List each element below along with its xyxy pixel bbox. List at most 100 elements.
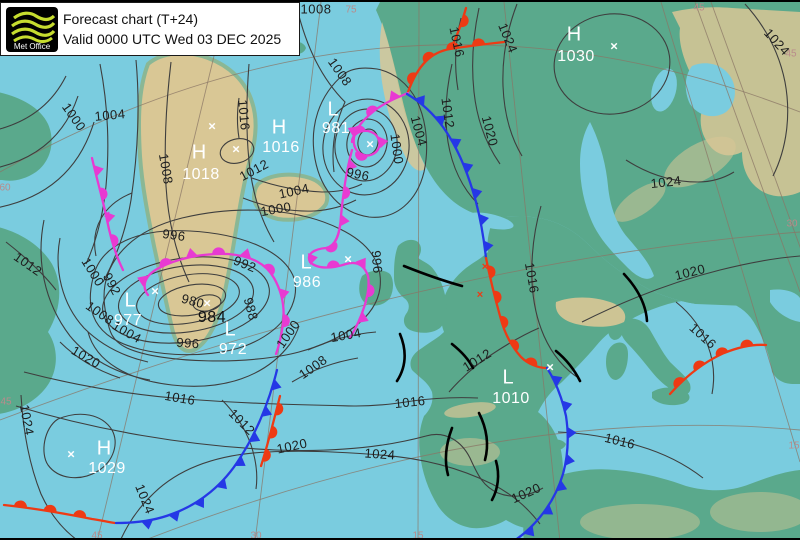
front-symbol-semi bbox=[715, 347, 729, 357]
front-symbol-semi bbox=[325, 242, 338, 253]
terrain-africa-1 bbox=[580, 504, 700, 538]
occluded-front-l977 bbox=[143, 252, 285, 356]
land-sicily bbox=[652, 387, 690, 406]
front-symbol-tri bbox=[450, 138, 462, 149]
front-symbol-tri bbox=[434, 115, 446, 126]
occluded-front-l981-spiral bbox=[350, 91, 410, 157]
terrain-pyrenees bbox=[444, 402, 496, 418]
terrain-sweden bbox=[664, 136, 736, 188]
isobars bbox=[0, 3, 800, 538]
land-canada-north bbox=[0, 92, 52, 181]
front-symbol-semi bbox=[693, 360, 706, 371]
front-symbol-semi bbox=[366, 105, 378, 117]
front-symbol-semi bbox=[110, 234, 119, 248]
front-symbol-semi bbox=[73, 510, 87, 518]
front-symbol-tri bbox=[462, 162, 474, 174]
logo-waves-icon bbox=[11, 11, 56, 43]
land-greenland bbox=[136, 51, 258, 353]
sea-black-sea bbox=[770, 289, 800, 322]
front-symbol-semi bbox=[740, 339, 754, 348]
front-symbol-tri bbox=[271, 379, 282, 391]
occluded-front-greenland bbox=[90, 156, 125, 272]
front-symbol-tri bbox=[279, 288, 290, 300]
front-symbol-semi bbox=[352, 125, 366, 135]
warm-front-biscay-segment bbox=[259, 394, 282, 468]
front-symbol-semi bbox=[275, 402, 284, 416]
front-symbol-semi bbox=[367, 284, 375, 298]
front-symbol-tri bbox=[561, 400, 573, 413]
terrain-baltic-coast bbox=[614, 182, 666, 222]
front-symbol-semi bbox=[355, 151, 368, 161]
title-box: Met Office Forecast chart (T+24) Valid 0… bbox=[0, 2, 300, 56]
front-symbol-semi bbox=[407, 72, 417, 85]
sea-adriatic bbox=[649, 312, 698, 374]
front-symbol-semi bbox=[99, 187, 108, 201]
front-symbol-semi bbox=[422, 51, 435, 63]
front-symbol-tri bbox=[565, 453, 575, 466]
front-symbol-tri bbox=[355, 257, 366, 269]
warm-front-sicily bbox=[668, 343, 768, 396]
front-symbol-semi bbox=[673, 377, 685, 389]
front-symbol-tri bbox=[478, 213, 489, 226]
front-symbol-tri bbox=[567, 426, 577, 439]
land-sardinia bbox=[606, 342, 628, 380]
lake-one bbox=[651, 68, 677, 112]
logo-text: Met Office bbox=[13, 42, 51, 51]
chart-title: Forecast chart (T+24) bbox=[63, 11, 198, 27]
front-symbol-semi bbox=[499, 315, 509, 329]
front-symbol-tri bbox=[234, 455, 246, 466]
front-symbol-tri bbox=[105, 211, 116, 224]
lake-two bbox=[685, 63, 735, 117]
sea-aegean bbox=[741, 312, 767, 382]
title-lines: Forecast chart (T+24) Valid 0000 UTC Wed… bbox=[63, 9, 295, 49]
front-symbol-semi bbox=[13, 500, 27, 508]
front-symbol-tri bbox=[93, 165, 104, 177]
front-symbol-semi bbox=[264, 263, 275, 276]
front-symbol-semi bbox=[446, 42, 460, 50]
front-symbol-semi bbox=[159, 258, 173, 268]
front-symbol-tri bbox=[358, 311, 369, 323]
front-symbol-tri bbox=[193, 497, 205, 509]
front-symbol-semi bbox=[460, 14, 469, 28]
front-symbol-tri bbox=[556, 480, 568, 492]
front-symbol-tri bbox=[239, 248, 252, 259]
front-symbol-tri bbox=[340, 214, 350, 227]
terrain-alps bbox=[555, 297, 626, 327]
front-symbol-semi bbox=[212, 247, 226, 255]
front-symbol-tri bbox=[551, 375, 563, 387]
front-symbol-semi bbox=[269, 425, 278, 439]
front-symbol-semi bbox=[342, 186, 351, 200]
front-symbol-tri bbox=[261, 405, 273, 417]
land-canada-south bbox=[0, 227, 60, 414]
front-symbol-semi bbox=[524, 357, 538, 367]
front-symbol-semi bbox=[282, 314, 290, 328]
front-symbol-tri bbox=[141, 519, 154, 530]
front-symbol-tri bbox=[378, 136, 389, 149]
front-symbol-tri bbox=[307, 253, 318, 265]
front-symbol-semi bbox=[43, 504, 57, 513]
terrain-ne-russia bbox=[672, 7, 800, 197]
front-symbol-tri bbox=[414, 95, 425, 107]
front-symbol-tri bbox=[471, 187, 483, 200]
terrain-africa-2 bbox=[710, 492, 800, 532]
front-symbol-semi bbox=[326, 260, 340, 268]
land-europe-mainland bbox=[410, 216, 800, 529]
front-symbol-tri bbox=[216, 478, 227, 490]
front-symbol-tri bbox=[347, 159, 358, 171]
front-symbol-semi bbox=[472, 38, 486, 46]
cold-front-north-sea bbox=[405, 92, 488, 260]
front-symbol-semi bbox=[509, 339, 520, 352]
chart-valid-time: Valid 0000 UTC Wed 03 DEC 2025 bbox=[63, 31, 282, 47]
sea-skagerrak bbox=[466, 212, 514, 230]
land-italy bbox=[620, 318, 691, 395]
warm-front-norway bbox=[406, 40, 506, 94]
front-symbol-semi bbox=[493, 290, 502, 304]
land-north-africa bbox=[523, 469, 800, 538]
fronts bbox=[2, 6, 768, 538]
warm-front-southwest bbox=[2, 503, 117, 525]
front-symbol-semi bbox=[262, 448, 271, 462]
trough-lines bbox=[395, 264, 649, 502]
front-symbol-tri bbox=[389, 90, 401, 102]
front-symbol-semi bbox=[487, 265, 496, 279]
